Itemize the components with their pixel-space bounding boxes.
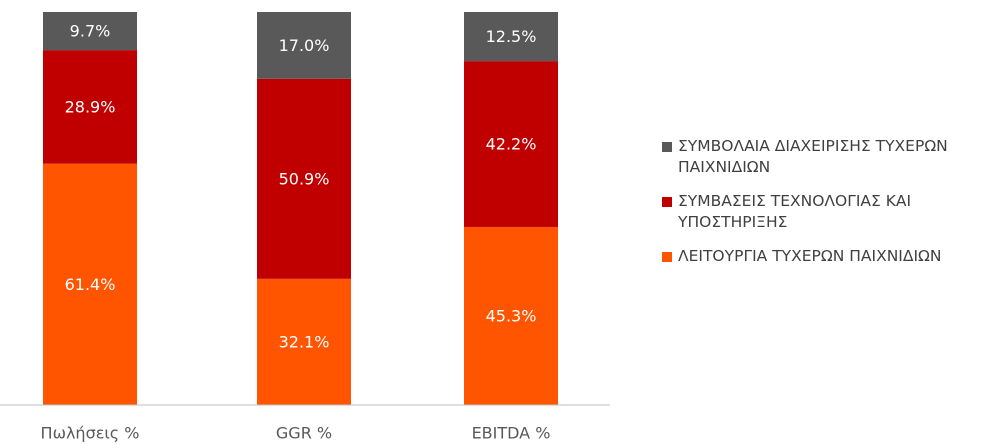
data-label: 17.0% (279, 36, 330, 55)
legend-label: ΣΥΜΒΟΛΑΙΑ ΔΙΑΧΕΙΡΙΣΗΣ ΤΥΧΕΡΩΝ ΠΑΙΧΝΙΔΙΩΝ (678, 137, 948, 176)
bar-segment (43, 50, 137, 164)
bar-segment (257, 278, 351, 405)
legend-label: ΣΥΜΒΑΣΕΙΣ ΤΕΧΝΟΛΟΓΙΑΣ ΚΑΙ ΥΠΟΣΤΗΡΙΞΗΣ (678, 192, 912, 231)
legend-item: ΣΥΜΒΟΛΑΙΑ ΔΙΑΧΕΙΡΙΣΗΣ ΤΥΧΕΡΩΝ ΠΑΙΧΝΙΔΙΩΝ (662, 136, 992, 178)
x-tick-label: EBITDA % (472, 424, 551, 443)
data-label: 28.9% (65, 97, 116, 116)
bar-segment (257, 78, 351, 279)
legend-label: ΛΕΙΤΟΥΡΓΙΑ ΤΥΧΕΡΩΝ ΠΑΙΧΝΙΔΙΩΝ (678, 247, 942, 265)
x-tick-label: Πωλήσεις % (41, 424, 140, 443)
data-label: 45.3% (486, 306, 537, 325)
data-label: 50.9% (279, 169, 330, 188)
legend-item: ΛΕΙΤΟΥΡΓΙΑ ΤΥΧΕΡΩΝ ΠΑΙΧΝΙΔΙΩΝ (662, 246, 992, 267)
data-label: 42.2% (486, 135, 537, 154)
legend-swatch (662, 197, 672, 207)
bar-segment (464, 12, 558, 62)
legend-swatch (662, 142, 672, 152)
bar-segment (464, 226, 558, 405)
chart: 61.4% 28.9% 9.7% Πωλήσεις % 32.1% 50.9% 17.0% G… (0, 12, 610, 443)
x-tick-label: GGR % (276, 424, 332, 443)
legend-item: ΣΥΜΒΑΣΕΙΣ ΤΕΧΝΟΛΟΓΙΑΣ ΚΑΙ ΥΠΟΣΤΗΡΙΞΗΣ (662, 191, 992, 233)
legend-swatch (662, 252, 672, 262)
data-label: 32.1% (279, 332, 330, 351)
data-label: 61.4% (65, 275, 116, 294)
bar-segment (257, 12, 351, 79)
legend: ΣΥΜΒΟΛΑΙΑ ΔΙΑΧΕΙΡΙΣΗΣ ΤΥΧΕΡΩΝ ΠΑΙΧΝΙΔΙΩΝ… (662, 136, 992, 280)
data-label: 12.5% (486, 27, 537, 46)
bar-segment (43, 12, 137, 51)
bar-segment (464, 61, 558, 227)
bar-segment (43, 163, 137, 405)
data-label: 9.7% (70, 22, 111, 41)
